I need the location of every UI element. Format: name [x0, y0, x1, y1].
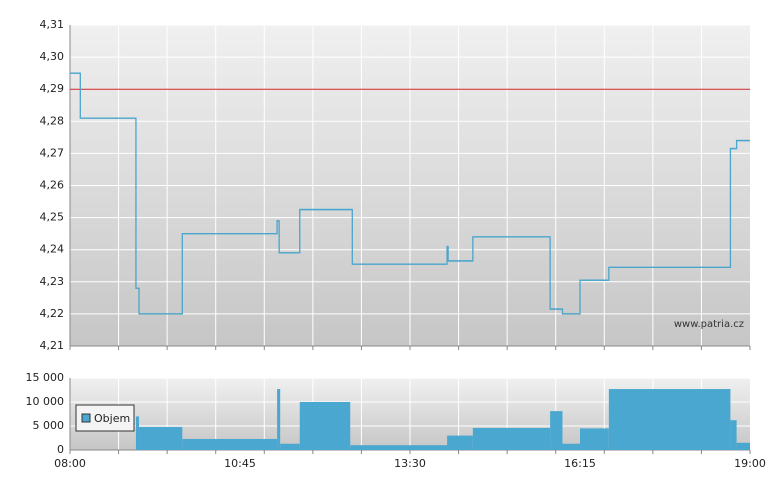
volume-bar	[182, 438, 278, 450]
volume-bar	[608, 389, 731, 450]
x-tick-label: 08:00	[54, 457, 86, 470]
watermark: www.patria.cz	[674, 319, 744, 330]
volume-bar	[280, 443, 300, 450]
legend-label: Objem	[94, 412, 130, 425]
x-tick-label: 10:45	[224, 457, 256, 470]
volume-bar	[350, 445, 448, 450]
legend-swatch	[81, 413, 91, 423]
y-tick-label: 4,28	[40, 114, 65, 127]
volume-bar	[277, 389, 281, 450]
y-tick-label: 4,24	[40, 243, 65, 256]
x-tick-label: 19:00	[734, 457, 766, 470]
y-tick-label: 4,22	[40, 307, 65, 320]
y-tick-label: 4,26	[40, 179, 65, 192]
y-tick-label: 15 000	[26, 371, 65, 384]
y-tick-label: 10 000	[26, 395, 65, 408]
volume-bar	[472, 427, 551, 450]
y-tick-label: 4,25	[40, 211, 65, 224]
legend: Objem	[75, 404, 135, 432]
volume-bar	[730, 420, 737, 450]
y-tick-label: 4,21	[40, 339, 65, 352]
y-tick-label: 4,27	[40, 146, 65, 159]
y-tick-label: 4,31	[40, 18, 65, 31]
volume-bar	[580, 428, 609, 450]
x-tick-label: 13:30	[394, 457, 426, 470]
y-tick-label: 5 000	[33, 419, 65, 432]
price-risers	[70, 72, 750, 315]
y-tick-label: 0	[57, 443, 64, 456]
y-tick-label: 4,23	[40, 275, 65, 288]
x-tick-label: 16:15	[564, 457, 596, 470]
volume-bar	[562, 443, 580, 450]
volume-bar	[135, 416, 140, 450]
volume-bar	[299, 402, 351, 450]
volume-bar	[139, 426, 183, 450]
y-tick-label: 4,30	[40, 50, 65, 63]
y-tick-label: 4,29	[40, 82, 65, 95]
volume-bar	[447, 435, 473, 450]
volume-bar	[736, 442, 750, 450]
volume-bar	[550, 411, 563, 450]
